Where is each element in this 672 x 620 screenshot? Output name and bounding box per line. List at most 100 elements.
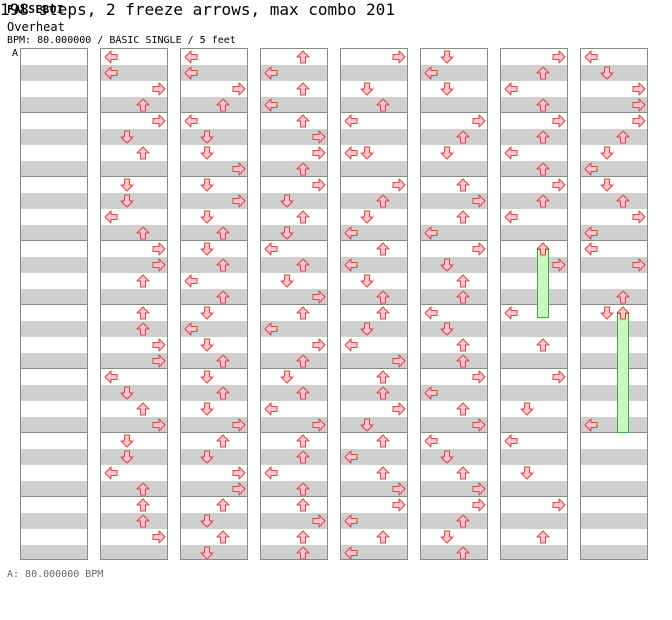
up-arrow-icon	[296, 530, 310, 544]
measure-line	[261, 496, 327, 497]
up-arrow-icon	[136, 306, 150, 320]
down-arrow-icon	[200, 402, 214, 416]
measure-line	[581, 240, 647, 241]
up-arrow-icon	[216, 98, 230, 112]
up-arrow-icon	[136, 402, 150, 416]
measure-line	[261, 304, 327, 305]
measure-line	[261, 240, 327, 241]
down-arrow-icon	[520, 466, 534, 480]
left-arrow-icon	[184, 114, 198, 128]
left-arrow-icon	[184, 322, 198, 336]
down-arrow-icon	[200, 130, 214, 144]
right-arrow-icon	[472, 370, 486, 384]
right-arrow-icon	[632, 98, 646, 112]
up-arrow-icon	[296, 50, 310, 64]
measure-line	[501, 496, 567, 497]
chart-column	[100, 48, 168, 560]
up-arrow-icon	[456, 466, 470, 480]
up-arrow-icon	[376, 306, 390, 320]
down-arrow-icon	[440, 258, 454, 272]
up-arrow-icon	[136, 98, 150, 112]
left-arrow-icon	[504, 82, 518, 96]
down-arrow-icon	[200, 370, 214, 384]
right-arrow-icon	[232, 194, 246, 208]
up-arrow-icon	[616, 306, 630, 320]
down-arrow-icon	[120, 386, 134, 400]
up-arrow-icon	[296, 434, 310, 448]
measure-line	[341, 368, 407, 369]
right-arrow-icon	[312, 146, 326, 160]
right-arrow-icon	[552, 498, 566, 512]
down-arrow-icon	[600, 306, 614, 320]
up-arrow-icon	[536, 66, 550, 80]
right-arrow-icon	[632, 258, 646, 272]
right-arrow-icon	[552, 50, 566, 64]
chart-column	[260, 48, 328, 560]
right-arrow-icon	[472, 498, 486, 512]
up-arrow-icon	[376, 290, 390, 304]
right-arrow-icon	[152, 114, 166, 128]
up-arrow-icon	[296, 82, 310, 96]
measure-line	[261, 432, 327, 433]
up-arrow-icon	[616, 130, 630, 144]
up-arrow-icon	[456, 130, 470, 144]
down-arrow-icon	[200, 146, 214, 160]
freeze-arrow-body	[617, 313, 629, 433]
measure-line	[21, 240, 87, 241]
measure-line	[501, 432, 567, 433]
left-arrow-icon	[424, 386, 438, 400]
chart-column	[420, 48, 488, 560]
up-arrow-icon	[536, 530, 550, 544]
measure-line	[341, 112, 407, 113]
left-arrow-icon	[504, 146, 518, 160]
down-arrow-icon	[440, 146, 454, 160]
right-arrow-icon	[232, 418, 246, 432]
down-arrow-icon	[200, 546, 214, 559]
right-arrow-icon	[152, 82, 166, 96]
right-arrow-icon	[632, 114, 646, 128]
measure-line	[581, 304, 647, 305]
measure-line	[21, 496, 87, 497]
down-arrow-icon	[200, 178, 214, 192]
down-arrow-icon	[360, 210, 374, 224]
left-arrow-icon	[184, 274, 198, 288]
up-arrow-icon	[456, 402, 470, 416]
right-arrow-icon	[552, 258, 566, 272]
measure-line	[341, 432, 407, 433]
right-arrow-icon	[232, 162, 246, 176]
up-arrow-icon	[296, 306, 310, 320]
right-arrow-icon	[552, 370, 566, 384]
down-arrow-icon	[120, 178, 134, 192]
up-arrow-icon	[216, 434, 230, 448]
up-arrow-icon	[376, 434, 390, 448]
up-arrow-icon	[376, 242, 390, 256]
right-arrow-icon	[392, 178, 406, 192]
down-arrow-icon	[440, 450, 454, 464]
measure-line	[261, 176, 327, 177]
right-arrow-icon	[152, 338, 166, 352]
up-arrow-icon	[136, 274, 150, 288]
measure-line	[581, 432, 647, 433]
right-arrow-icon	[232, 466, 246, 480]
up-arrow-icon	[376, 466, 390, 480]
right-arrow-icon	[232, 482, 246, 496]
down-arrow-icon	[360, 274, 374, 288]
right-arrow-icon	[472, 418, 486, 432]
measure-line	[101, 432, 167, 433]
measure-line	[581, 496, 647, 497]
up-arrow-icon	[296, 498, 310, 512]
measure-line	[101, 368, 167, 369]
left-arrow-icon	[344, 450, 358, 464]
left-arrow-icon	[104, 210, 118, 224]
left-arrow-icon	[264, 322, 278, 336]
left-arrow-icon	[424, 434, 438, 448]
up-arrow-icon	[216, 258, 230, 272]
measure-line	[261, 112, 327, 113]
up-arrow-icon	[296, 386, 310, 400]
measure-line	[21, 368, 87, 369]
measure-line	[501, 112, 567, 113]
measure-line	[341, 240, 407, 241]
left-arrow-icon	[344, 226, 358, 240]
section-marker: A	[12, 48, 19, 59]
up-arrow-icon	[136, 482, 150, 496]
